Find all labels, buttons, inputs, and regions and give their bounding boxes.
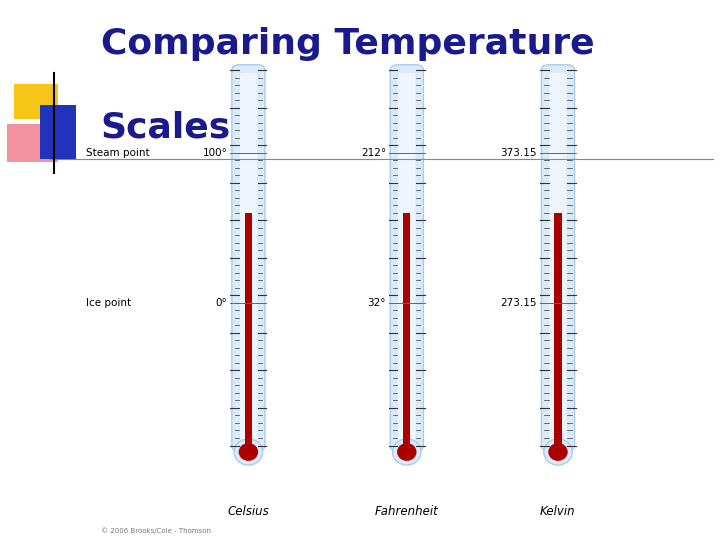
Text: Ice point: Ice point: [86, 298, 132, 308]
Ellipse shape: [397, 443, 416, 461]
Bar: [7, 124, 58, 162]
Ellipse shape: [544, 439, 572, 465]
Text: Scales: Scales: [101, 111, 231, 145]
Text: 32°: 32°: [367, 298, 386, 308]
Text: 100°: 100°: [202, 148, 228, 158]
FancyBboxPatch shape: [232, 65, 265, 451]
FancyBboxPatch shape: [541, 65, 575, 451]
Ellipse shape: [238, 443, 258, 461]
Ellipse shape: [392, 439, 421, 465]
Text: 273.15: 273.15: [500, 298, 537, 308]
Text: Celsius: Celsius: [228, 505, 269, 518]
Text: 373.15: 373.15: [500, 148, 537, 158]
Bar: [403, 213, 410, 452]
Text: Kelvin: Kelvin: [540, 505, 576, 518]
Text: Steam point: Steam point: [86, 148, 150, 158]
Text: Comparing Temperature: Comparing Temperature: [101, 27, 595, 61]
Bar: [40, 105, 76, 159]
FancyBboxPatch shape: [398, 73, 415, 443]
Ellipse shape: [234, 439, 263, 465]
Text: 0°: 0°: [216, 298, 228, 308]
Bar: [554, 213, 562, 452]
Bar: [245, 213, 252, 452]
FancyBboxPatch shape: [390, 65, 423, 451]
Text: 212°: 212°: [361, 148, 386, 158]
Text: Fahrenheit: Fahrenheit: [375, 505, 438, 518]
Ellipse shape: [549, 443, 568, 461]
Bar: [14, 84, 58, 119]
Text: © 2006 Brooks/Cole - Thomson: © 2006 Brooks/Cole - Thomson: [101, 527, 211, 534]
FancyBboxPatch shape: [240, 73, 257, 443]
FancyBboxPatch shape: [549, 73, 567, 443]
